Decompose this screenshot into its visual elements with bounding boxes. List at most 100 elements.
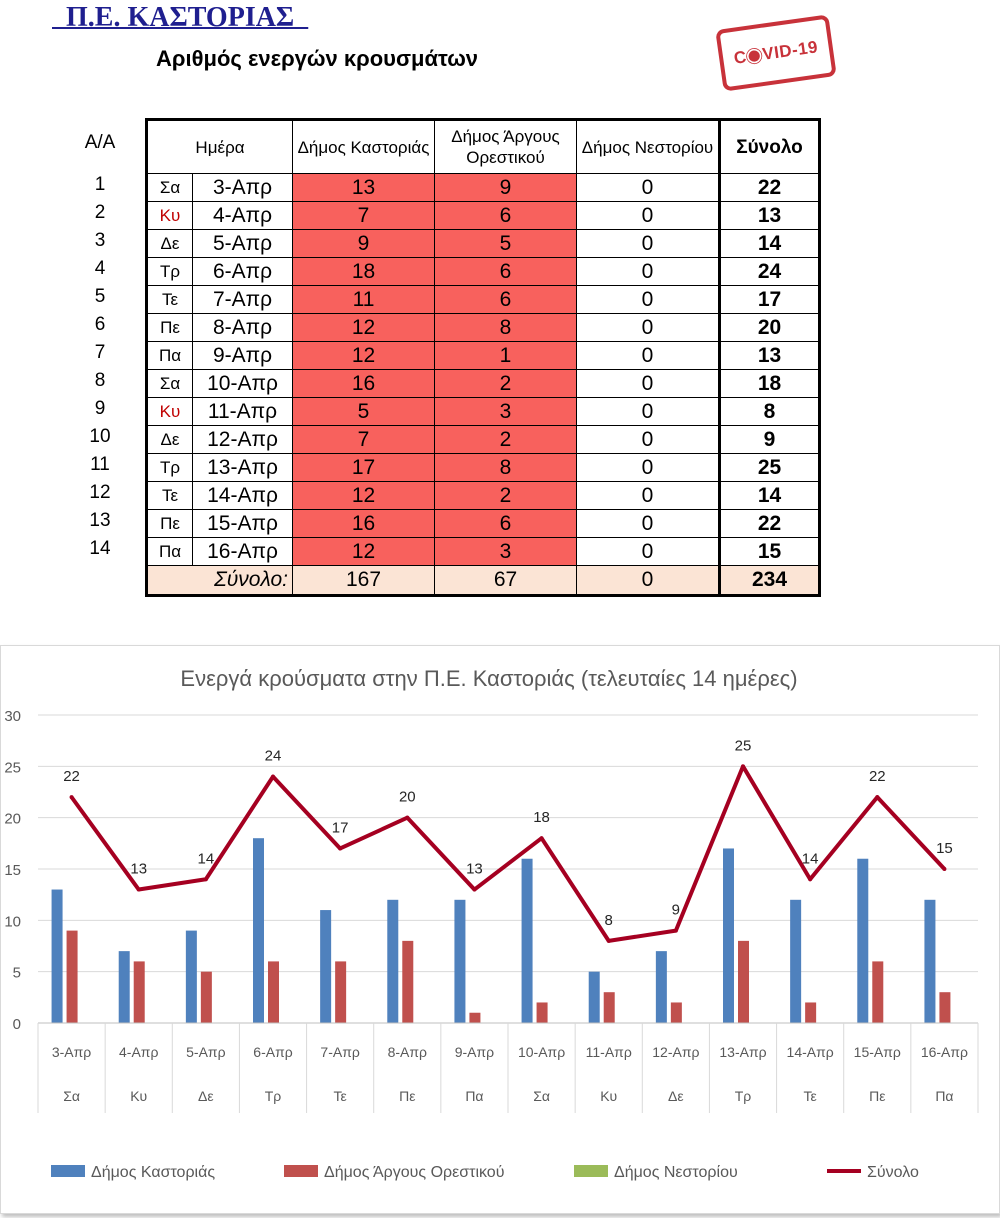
covid-stamp: C VID-19 xyxy=(715,14,837,92)
kastoria-cell: 12 xyxy=(292,341,435,370)
total-cell: 17 xyxy=(718,285,821,314)
kastoria-cell: 7 xyxy=(292,201,435,230)
kastoria-cell: 16 xyxy=(292,509,435,538)
bar-1 xyxy=(66,930,78,1023)
legend-swatch xyxy=(284,1165,318,1177)
combo-chart: Ενεργά κρούσματα στην Π.Ε. Καστοριάς (τε… xyxy=(4,666,979,1181)
kastoria-cell: 12 xyxy=(292,537,435,566)
x-tick-label: 4-Απρ xyxy=(119,1044,158,1060)
kastoria-cell: 17 xyxy=(292,453,435,482)
bar-1 xyxy=(469,1012,481,1023)
bar-0 xyxy=(51,889,63,1023)
table-row: Πε 15-Απρ 16 6 0 22 xyxy=(145,509,821,538)
date-cell: 6-Απρ xyxy=(192,257,293,286)
y-tick-label: 25 xyxy=(4,759,21,776)
bar-1 xyxy=(872,961,884,1023)
nestorio-cell: 0 xyxy=(576,285,720,314)
bar-1 xyxy=(402,940,414,1023)
nestorio-cell: 0 xyxy=(576,257,720,286)
total-cell: 9 xyxy=(718,425,821,454)
date-cell: 14-Απρ xyxy=(192,481,293,510)
total-data-label: 22 xyxy=(869,768,886,785)
date-cell: 4-Απρ xyxy=(192,201,293,230)
total-data-label: 15 xyxy=(936,840,953,857)
total-point xyxy=(136,887,141,892)
total-data-label: 14 xyxy=(198,850,215,867)
total-line xyxy=(69,764,946,943)
x-day-label: Κυ xyxy=(130,1088,147,1104)
date-cell: 13-Απρ xyxy=(192,453,293,482)
x-day-label: Τε xyxy=(804,1088,817,1104)
row-number: 6 xyxy=(94,314,106,335)
table-row: Σα 3-Απρ 13 9 0 22 xyxy=(145,173,821,202)
total-data-label: 8 xyxy=(605,912,613,929)
x-tick-label: 11-Απρ xyxy=(586,1044,632,1060)
aa-header: Α/Α xyxy=(84,132,116,153)
total-data-label: 18 xyxy=(533,809,550,826)
legend-swatch xyxy=(51,1165,85,1177)
header-argos: Δήμος Άργους Ορεστικού xyxy=(434,118,577,174)
table-row: Τρ 6-Απρ 18 6 0 24 xyxy=(145,257,821,286)
nestorio-cell: 0 xyxy=(576,201,720,230)
bar-0 xyxy=(790,899,802,1023)
total-point xyxy=(539,836,544,841)
x-tick-label: 13-Απρ xyxy=(719,1044,766,1060)
nestorio-cell: 0 xyxy=(576,453,720,482)
table-row: Κυ 11-Απρ 5 3 0 8 xyxy=(145,397,821,426)
total-cell: 25 xyxy=(718,453,821,482)
x-day-label: Πα xyxy=(935,1088,953,1104)
nestorio-cell: 0 xyxy=(576,509,720,538)
nestorio-cell: 0 xyxy=(576,397,720,426)
day-abbr-cell: Κυ xyxy=(145,201,193,230)
day-abbr-cell: Τε xyxy=(145,285,193,314)
day-abbr-cell: Πα xyxy=(145,537,193,566)
argos-cell: 5 xyxy=(434,229,577,258)
header-kastoria: Δήμος Καστοριάς xyxy=(292,118,435,174)
argos-cell: 1 xyxy=(434,341,577,370)
table-row: Σα 10-Απρ 16 2 0 18 xyxy=(145,369,821,398)
x-day-label: Τρ xyxy=(735,1088,752,1104)
row-number: 9 xyxy=(94,398,106,419)
total-data-label: 13 xyxy=(466,861,483,878)
x-tick-label: 16-Απρ xyxy=(921,1044,968,1060)
bar-0 xyxy=(521,858,533,1023)
day-abbr-cell: Πε xyxy=(145,313,193,342)
x-day-label: Σα xyxy=(63,1088,80,1104)
date-cell: 3-Απρ xyxy=(192,173,293,202)
legend-label: Δήμος Νεστορίου xyxy=(614,1164,738,1181)
legend-swatch xyxy=(574,1165,608,1177)
total-data-label: 14 xyxy=(802,850,819,867)
nestorio-cell: 0 xyxy=(576,173,720,202)
table-row: Τε 7-Απρ 11 6 0 17 xyxy=(145,285,821,314)
bar-1 xyxy=(133,961,145,1023)
day-abbr-cell: Δε xyxy=(145,229,193,258)
total-point xyxy=(875,795,880,800)
total-cell: 18 xyxy=(718,369,821,398)
y-tick-label: 5 xyxy=(13,965,21,982)
y-tick-label: 30 xyxy=(4,708,21,725)
x-day-label: Τε xyxy=(334,1088,347,1104)
date-cell: 11-Απρ xyxy=(192,397,293,426)
x-day-label: Δε xyxy=(668,1088,684,1104)
nestorio-cell: 0 xyxy=(576,425,720,454)
day-abbr-cell: Πα xyxy=(145,341,193,370)
y-tick-label: 15 xyxy=(4,862,21,879)
nestorio-cell: 0 xyxy=(576,341,720,370)
table-row: Πε 8-Απρ 12 8 0 20 xyxy=(145,313,821,342)
y-tick-label: 0 xyxy=(13,1016,21,1033)
total-data-label: 22 xyxy=(63,768,80,785)
date-cell: 9-Απρ xyxy=(192,341,293,370)
total-cell: 14 xyxy=(718,481,821,510)
total-cell: 13 xyxy=(718,201,821,230)
x-tick-label: 3-Απρ xyxy=(52,1044,91,1060)
y-tick-label: 20 xyxy=(4,811,21,828)
table-row: Πα 16-Απρ 12 3 0 15 xyxy=(145,537,821,566)
bar-1 xyxy=(268,961,279,1023)
bar-0 xyxy=(857,858,869,1023)
totals-total: 234 xyxy=(718,565,821,597)
date-cell: 15-Απρ xyxy=(192,509,293,538)
x-day-label: Σα xyxy=(533,1088,550,1104)
region-title: Π.Ε. ΚΑΣΤΟΡΙΑΣ xyxy=(52,2,309,33)
header-total: Σύνολο xyxy=(718,118,821,174)
chart-panel: Ενεργά κρούσματα στην Π.Ε. Καστοριάς (τε… xyxy=(0,645,1000,1214)
